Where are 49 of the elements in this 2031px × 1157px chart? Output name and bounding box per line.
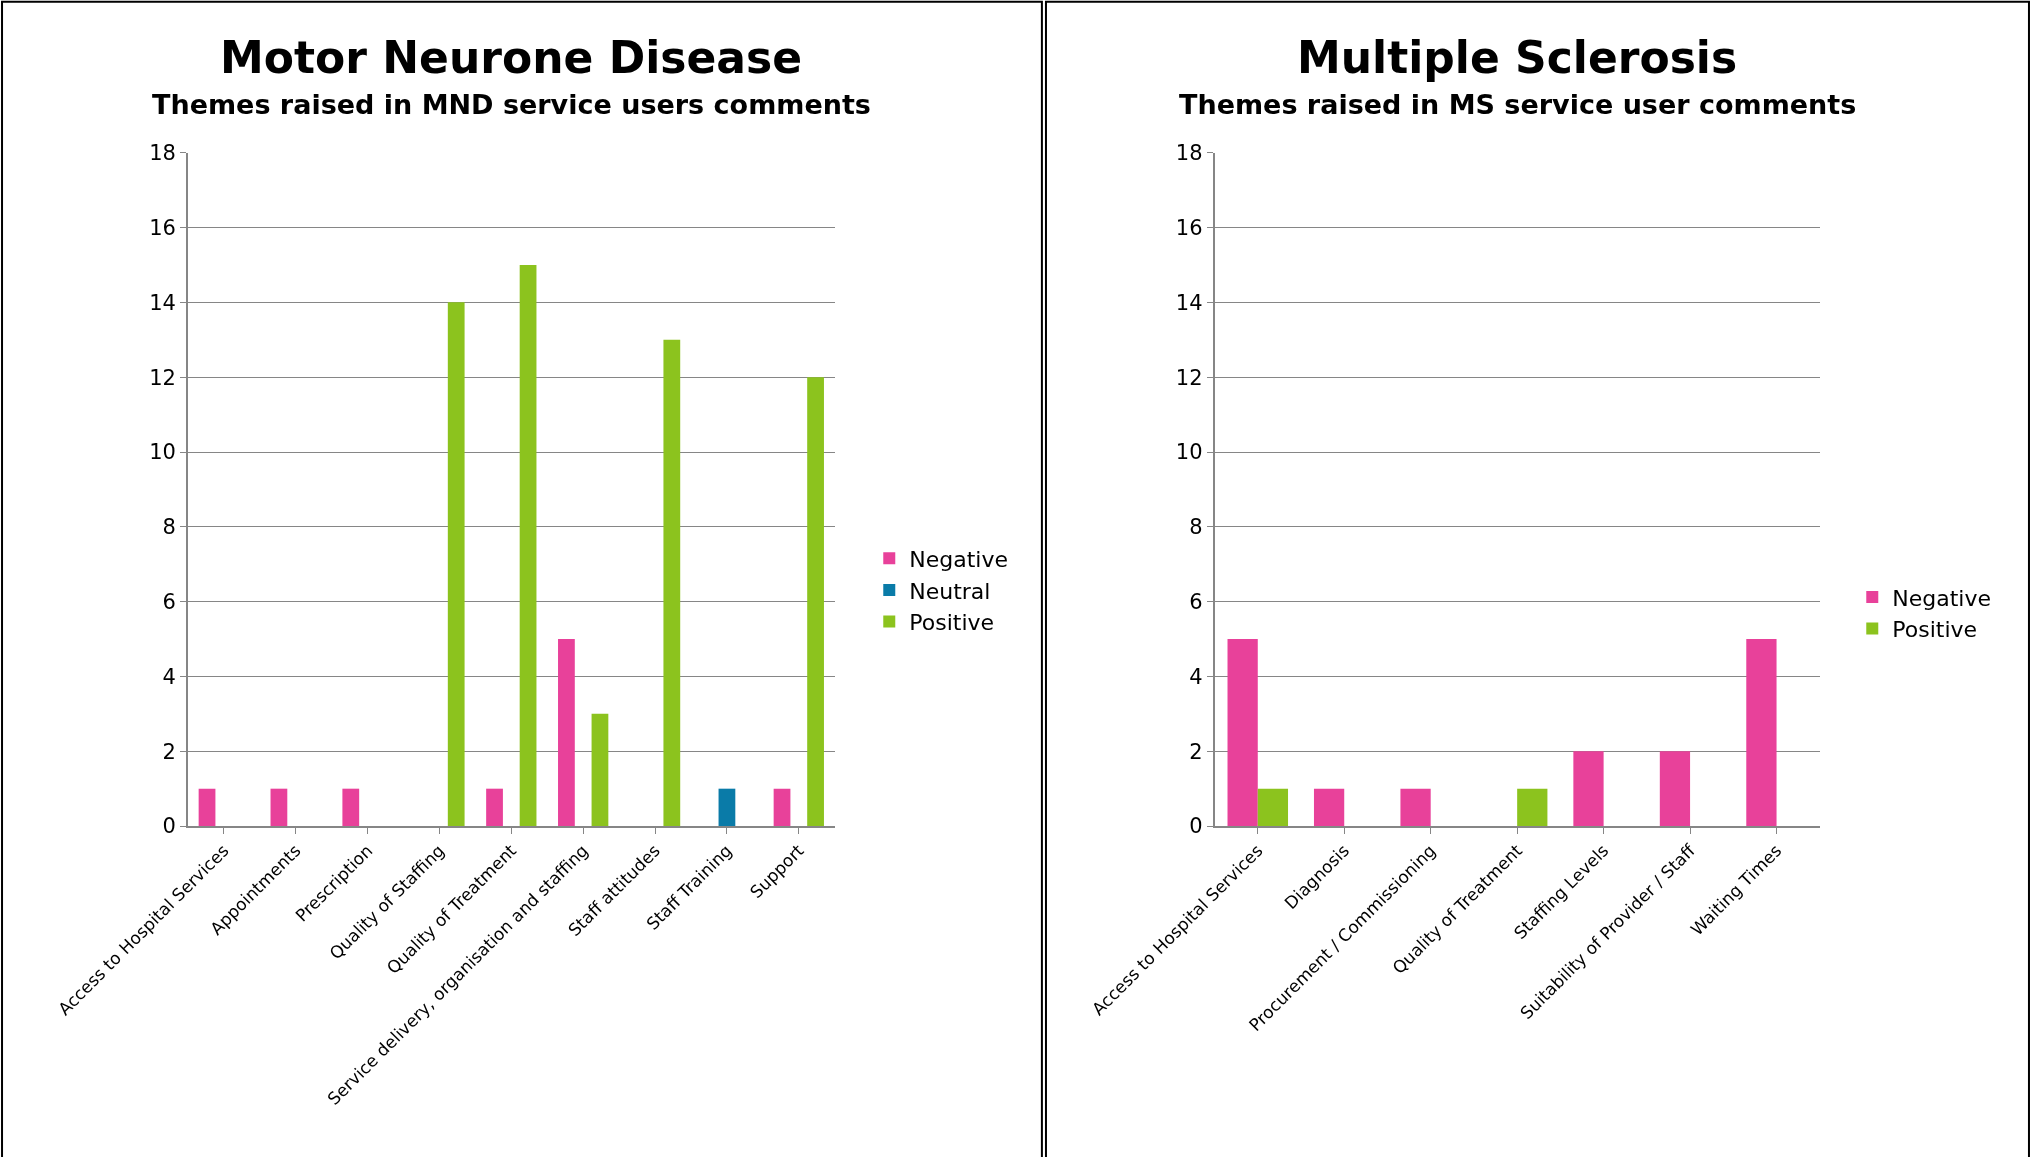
bar xyxy=(1257,788,1289,827)
y-tick-label: 12 xyxy=(149,365,176,390)
bar xyxy=(1746,639,1777,827)
y-tick-label: 14 xyxy=(149,290,176,315)
bar xyxy=(270,788,288,827)
y-tick-label: 14 xyxy=(1175,290,1203,315)
y-tick-label: 16 xyxy=(149,215,176,240)
legend-label: Negative xyxy=(1892,585,1992,611)
y-tick-label: 18 xyxy=(1175,141,1203,166)
bar xyxy=(773,788,791,827)
y-tick-label: 18 xyxy=(149,141,176,166)
y-tick-label: 4 xyxy=(162,664,176,689)
y-tick-label: 10 xyxy=(149,440,176,465)
legend-label: Positive xyxy=(1892,617,1978,643)
legend-label: Neutral xyxy=(909,578,991,604)
bar xyxy=(1573,751,1604,827)
bar xyxy=(1313,788,1345,827)
bar xyxy=(447,302,465,827)
y-tick-label: 2 xyxy=(1189,739,1203,764)
bar xyxy=(558,639,575,827)
y-tick-label: 2 xyxy=(162,739,176,764)
bar xyxy=(1227,639,1258,827)
bar xyxy=(1659,751,1691,827)
bar xyxy=(807,377,824,827)
bar xyxy=(198,788,216,827)
bar xyxy=(591,713,609,827)
legend-label: Negative xyxy=(909,546,1008,572)
y-tick-label: 4 xyxy=(1189,664,1203,689)
y-tick-label: 6 xyxy=(1189,589,1203,614)
legend-label: Positive xyxy=(909,610,995,636)
chart-subtitle: Themes raised in MS service user comments xyxy=(1179,89,1857,120)
bar xyxy=(718,788,736,827)
bar xyxy=(486,788,503,827)
y-tick-label: 0 xyxy=(1189,814,1203,839)
chart-subtitle: Themes raised in MND service users comments xyxy=(152,89,871,120)
y-tick-label: 10 xyxy=(1175,440,1203,465)
bar xyxy=(342,788,360,827)
chart-title: Motor Neurone Disease xyxy=(220,32,803,83)
y-tick-label: 8 xyxy=(162,515,176,540)
bar xyxy=(1400,788,1431,827)
bar xyxy=(663,339,681,827)
bar xyxy=(519,264,537,827)
chart-title: Multiple Sclerosis xyxy=(1297,32,1738,83)
y-tick-label: 6 xyxy=(162,589,176,614)
y-tick-label: 8 xyxy=(1189,515,1203,540)
y-tick-label: 16 xyxy=(1175,215,1203,240)
y-tick-label: 12 xyxy=(1175,365,1203,390)
bar xyxy=(1517,788,1548,827)
y-tick-label: 0 xyxy=(162,814,176,839)
